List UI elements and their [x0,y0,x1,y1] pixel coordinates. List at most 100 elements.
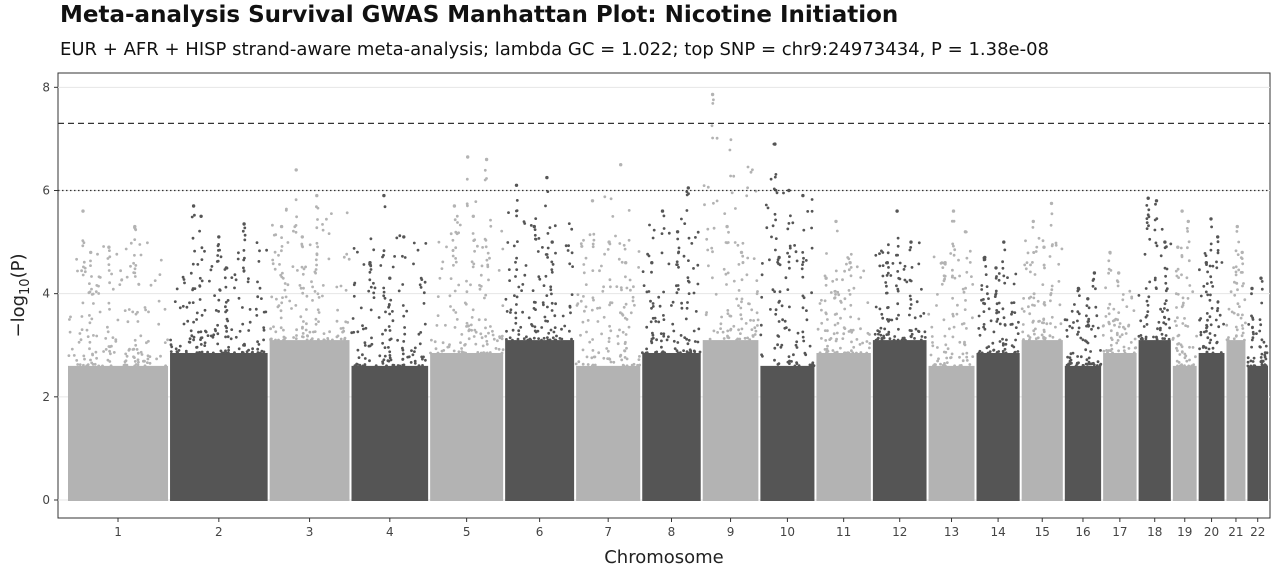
snp-point [460,350,464,354]
snp-point [1050,288,1054,292]
snp-point [598,306,602,310]
snp-point [1004,351,1008,355]
snp-point [295,328,298,332]
snp-point [878,264,882,268]
snp-point [80,269,83,273]
snp-point [1066,355,1069,359]
snp-point [352,247,356,250]
snp-point [1094,305,1098,309]
snp-point [509,308,513,312]
snp-point [1227,307,1231,311]
snp-point [971,283,975,286]
snp-point [146,357,150,361]
snp-point [917,329,920,333]
snp-point [534,308,537,311]
snp-point [773,212,777,216]
snp-point [448,294,452,298]
snp-point [903,264,907,268]
snp-point [810,363,814,366]
snp-point [1165,287,1169,291]
snp-point [677,246,681,250]
snp-point [1147,295,1151,299]
snp-point [314,271,317,275]
snp-point [584,256,588,260]
snp-point [602,315,606,319]
snp-point [662,318,666,321]
snp-point [970,275,973,278]
snp-point [874,253,878,257]
snp-point [547,331,551,335]
chromosome-13-points [927,209,975,501]
snp-point [379,264,383,267]
snp-point [193,213,196,217]
snp-point [1117,311,1121,314]
snp-point [866,331,870,335]
snp-point [885,274,889,277]
snp-point [483,168,487,172]
snp-point [603,195,607,199]
snp-point [847,351,851,355]
snp-point [1024,239,1027,243]
snp-point [478,287,482,291]
snp-point [1182,301,1185,305]
snp-point [367,344,371,348]
snp-point [1234,265,1238,269]
snp-point [106,325,109,329]
snp-point [951,268,954,272]
snp-point [1032,329,1036,333]
snp-point [1181,296,1185,300]
snp-point [1186,230,1189,233]
snp-point [1108,322,1111,326]
snp-point [585,330,588,334]
snp-point [473,249,476,253]
snp-point [262,338,265,342]
snp-point [950,352,954,356]
snp-point [649,320,653,324]
snp-point [1192,363,1195,367]
snp-point [850,349,853,353]
snp-point [203,308,207,312]
snp-point [685,193,689,197]
snp-point [685,306,689,310]
snp-point [1107,349,1111,352]
snp-point [793,364,797,368]
snp-point [454,311,458,314]
snp-point [1241,284,1244,288]
snp-point [1214,318,1218,322]
snp-point [1107,271,1110,275]
snp-point [784,326,788,329]
snp-point [294,198,298,202]
snp-point [1210,225,1213,229]
snp-point [773,346,777,350]
snp-point [484,326,487,330]
snp-point [295,334,298,337]
snp-point [81,239,85,243]
snp-point [662,214,666,218]
snp-density-band [505,340,575,501]
snp-point [898,261,902,265]
snp-point [1002,351,1005,355]
x-tick-label: 15 [1035,525,1050,539]
snp-point [558,337,562,340]
snp-peak-point [1086,297,1090,301]
snp-point [1232,337,1236,341]
snp-density-band [351,365,429,501]
snp-point [262,350,266,354]
snp-point [679,334,683,337]
snp-point [1145,323,1149,326]
snp-point [1118,335,1122,339]
snp-point [705,311,708,314]
snp-point [765,226,769,230]
snp-point [943,334,947,338]
snp-point [1116,284,1120,288]
snp-point [616,342,620,346]
snp-point [131,310,135,314]
snp-point [436,314,440,317]
snp-point [356,363,359,366]
snp-point [1187,240,1191,244]
snp-point [342,255,346,259]
snp-point [873,332,877,336]
snp-peak-point [686,186,690,190]
snp-point [186,319,190,323]
snp-point [657,295,661,299]
